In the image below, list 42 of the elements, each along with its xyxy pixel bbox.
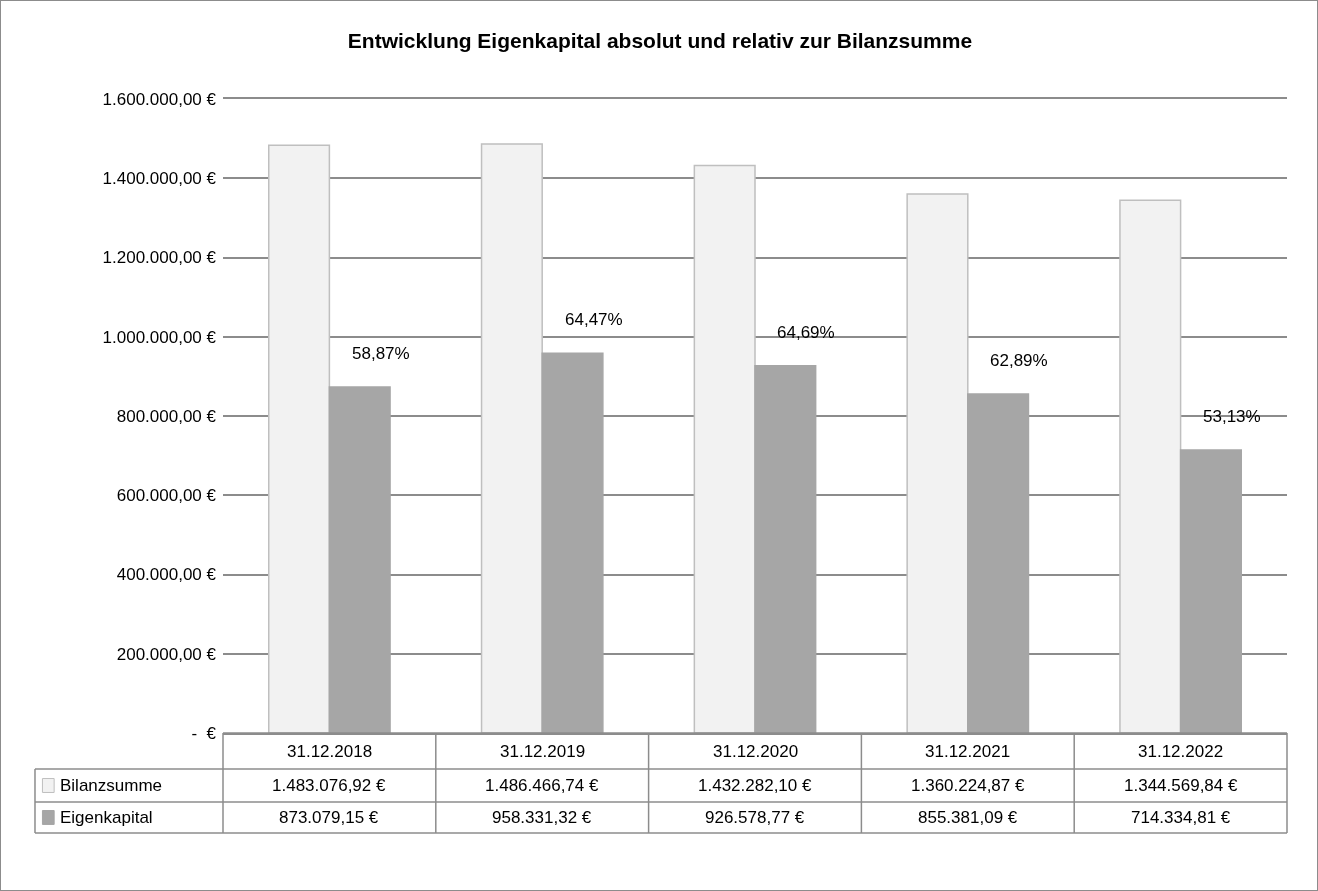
x-tick-label: 31.12.2021: [925, 742, 1011, 761]
y-tick-label: 800.000,00 €: [116, 406, 217, 426]
data-label: 926.578,77 €: [705, 808, 805, 827]
bar: [967, 393, 1030, 733]
data-label: 855.381,09 €: [918, 808, 1018, 827]
data-label: 873.079,15 €: [279, 808, 379, 827]
legend-label: Eigenkapital: [60, 808, 153, 827]
x-tick-label: 31.12.2018: [287, 742, 373, 761]
x-tick-label: 31.12.2020: [713, 742, 799, 761]
y-tick-label: - €: [191, 723, 217, 743]
bar: [1119, 199, 1182, 733]
chart-title: Entwicklung Eigenkapital absolut und relativ zur Bilanzsumme: [347, 29, 973, 53]
y-tick-label: 1.400.000,00 €: [102, 169, 217, 189]
y-tick-label: 1.000.000,00 €: [102, 327, 217, 347]
data-label: 1.483.076,92 €: [272, 776, 386, 795]
y-tick-label: 200.000,00 €: [116, 644, 217, 664]
data-label: 958.331,32 €: [492, 808, 592, 827]
bar: [268, 144, 331, 733]
y-tick-label: 1.200.000,00 €: [102, 248, 217, 268]
x-tick-label: 31.12.2022: [1138, 742, 1224, 761]
bar: [906, 193, 969, 733]
bar: [480, 143, 543, 733]
bar: [328, 386, 391, 733]
legend-label: Bilanzsumme: [60, 776, 163, 795]
annotation: 64,47%: [565, 310, 623, 329]
y-tick-label: 1.600.000,00 €: [102, 89, 217, 109]
annotation: 64,69%: [777, 323, 835, 342]
annotation: 53,13%: [1203, 407, 1261, 426]
bar: [754, 365, 817, 733]
x-tick-label: 31.12.2019: [500, 742, 586, 761]
bar: [1179, 449, 1242, 733]
data-label: 1.344.569,84 €: [1124, 776, 1238, 795]
y-tick-label: 400.000,00 €: [116, 565, 217, 585]
data-label: 1.360.224,87 €: [911, 776, 1025, 795]
data-label: 1.432.282,10 €: [698, 776, 812, 795]
data-label: 1.486.466,74 €: [485, 776, 599, 795]
data-label: 714.334,81 €: [1131, 808, 1231, 827]
annotation: 62,89%: [990, 351, 1048, 370]
annotation: 58,87%: [352, 344, 410, 363]
y-tick-label: 600.000,00 €: [116, 486, 217, 506]
bar: [541, 352, 604, 733]
bar: [693, 164, 756, 733]
